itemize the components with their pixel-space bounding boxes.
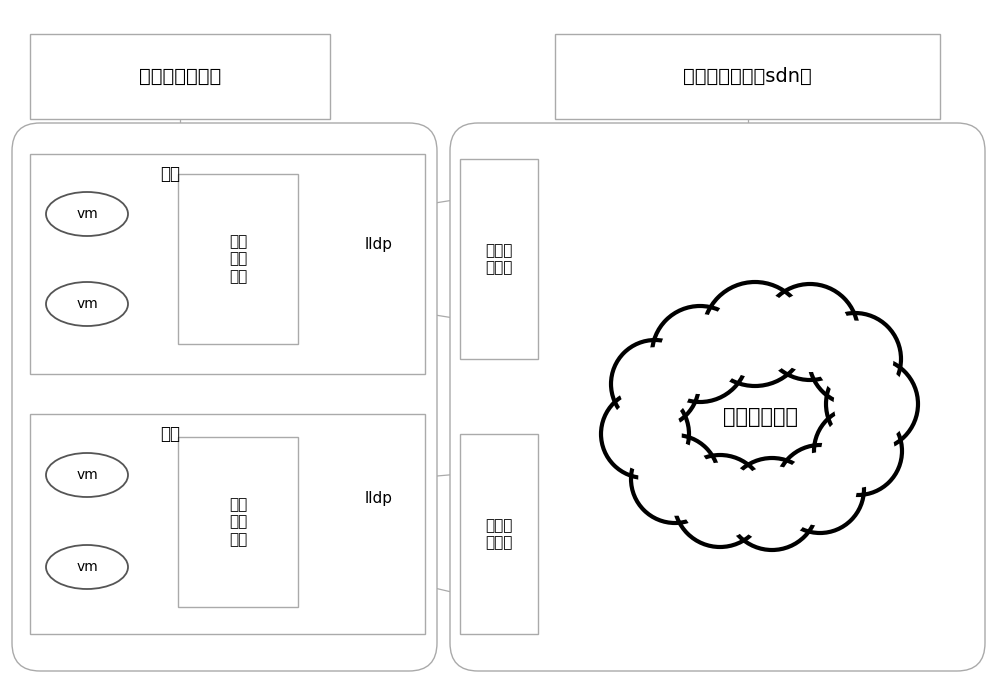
Circle shape	[822, 415, 894, 487]
Circle shape	[834, 367, 910, 442]
FancyBboxPatch shape	[12, 123, 437, 671]
Circle shape	[726, 458, 818, 550]
Circle shape	[817, 321, 893, 397]
Circle shape	[639, 443, 711, 515]
Bar	[178, 437, 298, 607]
Text: lldp: lldp	[365, 491, 393, 506]
Circle shape	[771, 293, 849, 371]
Circle shape	[661, 315, 739, 393]
Circle shape	[784, 453, 856, 525]
Text: 内部
转发
设备: 内部 转发 设备	[229, 497, 247, 547]
Text: 网络接
入设备: 网络接 入设备	[485, 518, 513, 551]
Circle shape	[762, 284, 858, 380]
Text: vm: vm	[76, 560, 98, 574]
Circle shape	[776, 445, 864, 533]
Text: vm: vm	[76, 207, 98, 221]
Text: vm: vm	[76, 468, 98, 482]
Circle shape	[826, 358, 918, 450]
Circle shape	[682, 463, 758, 539]
Text: 网络产品（比如sdn）: 网络产品（比如sdn）	[683, 67, 812, 86]
Bar	[178, 174, 298, 344]
Circle shape	[611, 340, 699, 428]
Ellipse shape	[46, 545, 128, 589]
Ellipse shape	[46, 192, 128, 236]
Circle shape	[814, 407, 902, 495]
Text: lldp: lldp	[365, 236, 393, 251]
Text: vm: vm	[76, 297, 98, 311]
Circle shape	[674, 455, 766, 547]
Text: 主机: 主机	[160, 165, 180, 183]
Bar	[460, 434, 538, 634]
Circle shape	[734, 466, 810, 542]
Text: 网络接
入设备: 网络接 入设备	[485, 243, 513, 275]
Circle shape	[809, 313, 901, 405]
Bar	[460, 159, 538, 359]
Bar	[30, 414, 425, 634]
Text: 内部
转发
设备: 内部 转发 设备	[229, 234, 247, 284]
Bar	[555, 34, 940, 119]
Circle shape	[609, 398, 681, 470]
Circle shape	[652, 306, 748, 402]
Bar	[30, 34, 330, 119]
Circle shape	[703, 282, 807, 386]
Circle shape	[619, 348, 691, 420]
Text: 主机: 主机	[160, 425, 180, 443]
Circle shape	[601, 390, 689, 478]
Circle shape	[712, 291, 798, 377]
Ellipse shape	[46, 282, 128, 326]
Circle shape	[631, 435, 719, 523]
Bar	[30, 154, 425, 374]
FancyBboxPatch shape	[450, 123, 985, 671]
Ellipse shape	[46, 453, 128, 497]
Text: 其他网络设备: 其他网络设备	[722, 407, 798, 427]
Text: 虚拟化管理平台: 虚拟化管理平台	[139, 67, 221, 86]
